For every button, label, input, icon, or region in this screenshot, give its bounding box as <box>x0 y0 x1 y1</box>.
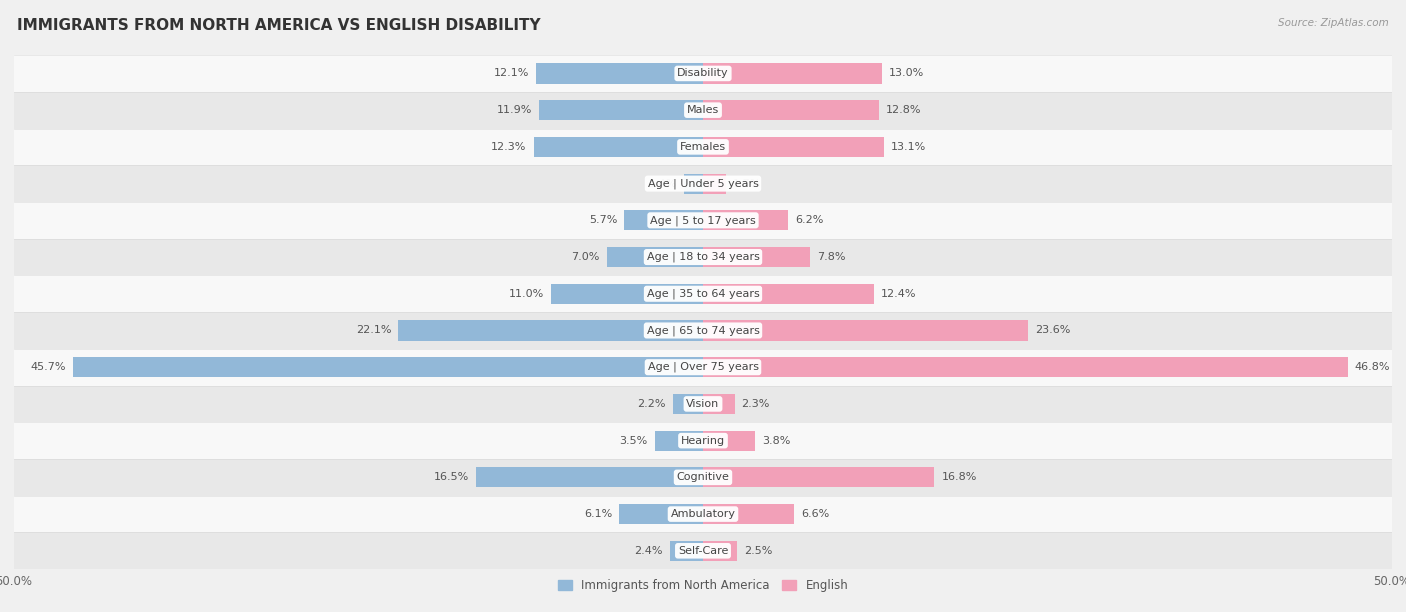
Bar <box>703 100 879 120</box>
Bar <box>475 468 703 487</box>
Text: 46.8%: 46.8% <box>1355 362 1391 372</box>
Bar <box>14 312 1392 349</box>
Text: 2.5%: 2.5% <box>744 546 773 556</box>
Text: Self-Care: Self-Care <box>678 546 728 556</box>
Text: 2.2%: 2.2% <box>637 399 666 409</box>
Text: Ambulatory: Ambulatory <box>671 509 735 519</box>
Text: 23.6%: 23.6% <box>1035 326 1070 335</box>
Text: Hearing: Hearing <box>681 436 725 446</box>
Bar <box>703 63 882 83</box>
Bar <box>703 468 935 487</box>
Bar <box>73 357 703 377</box>
Bar <box>669 541 703 561</box>
Bar <box>14 165 1392 202</box>
Bar <box>624 210 703 230</box>
Bar <box>619 504 703 524</box>
Text: 2.4%: 2.4% <box>634 546 664 556</box>
Bar <box>14 459 1392 496</box>
Text: 7.8%: 7.8% <box>817 252 846 262</box>
Bar <box>551 284 703 304</box>
Bar <box>703 541 738 561</box>
Text: Age | Under 5 years: Age | Under 5 years <box>648 178 758 189</box>
Text: 1.7%: 1.7% <box>734 179 762 188</box>
Text: 16.8%: 16.8% <box>942 472 977 482</box>
Bar <box>703 394 735 414</box>
Text: 11.0%: 11.0% <box>509 289 544 299</box>
Bar <box>14 202 1392 239</box>
Text: Age | 35 to 64 years: Age | 35 to 64 years <box>647 288 759 299</box>
Text: Age | 5 to 17 years: Age | 5 to 17 years <box>650 215 756 226</box>
Text: 11.9%: 11.9% <box>496 105 531 115</box>
Text: 16.5%: 16.5% <box>433 472 468 482</box>
Bar <box>14 386 1392 422</box>
Text: 6.2%: 6.2% <box>796 215 824 225</box>
Bar <box>536 63 703 83</box>
Text: 5.7%: 5.7% <box>589 215 617 225</box>
Bar <box>14 496 1392 532</box>
Bar <box>703 284 875 304</box>
Text: 3.5%: 3.5% <box>620 436 648 446</box>
Text: 12.4%: 12.4% <box>880 289 917 299</box>
Text: 13.1%: 13.1% <box>890 142 925 152</box>
Text: 22.1%: 22.1% <box>356 326 392 335</box>
Text: Females: Females <box>681 142 725 152</box>
Text: 6.6%: 6.6% <box>801 509 830 519</box>
Text: 7.0%: 7.0% <box>571 252 599 262</box>
Text: Vision: Vision <box>686 399 720 409</box>
Bar <box>672 394 703 414</box>
Text: Age | 65 to 74 years: Age | 65 to 74 years <box>647 325 759 336</box>
Bar <box>14 239 1392 275</box>
Bar <box>14 92 1392 129</box>
Text: Source: ZipAtlas.com: Source: ZipAtlas.com <box>1278 18 1389 28</box>
Bar <box>655 431 703 450</box>
Text: 45.7%: 45.7% <box>31 362 66 372</box>
Bar <box>533 136 703 157</box>
Bar <box>538 100 703 120</box>
Text: 12.3%: 12.3% <box>491 142 527 152</box>
Bar <box>703 431 755 450</box>
Text: Age | 18 to 34 years: Age | 18 to 34 years <box>647 252 759 263</box>
Text: 12.8%: 12.8% <box>886 105 922 115</box>
Text: 13.0%: 13.0% <box>889 69 924 78</box>
Bar <box>14 532 1392 569</box>
Bar <box>398 321 703 340</box>
Text: Age | Over 75 years: Age | Over 75 years <box>648 362 758 373</box>
Text: 2.3%: 2.3% <box>741 399 770 409</box>
Bar <box>703 504 794 524</box>
Text: Disability: Disability <box>678 69 728 78</box>
Bar <box>683 173 703 193</box>
Text: 12.1%: 12.1% <box>494 69 530 78</box>
Bar <box>703 173 727 193</box>
Bar <box>703 136 883 157</box>
Text: 3.8%: 3.8% <box>762 436 790 446</box>
Bar <box>14 275 1392 312</box>
Bar <box>14 349 1392 386</box>
Bar <box>703 210 789 230</box>
Bar <box>14 129 1392 165</box>
Text: 1.4%: 1.4% <box>648 179 676 188</box>
Text: IMMIGRANTS FROM NORTH AMERICA VS ENGLISH DISABILITY: IMMIGRANTS FROM NORTH AMERICA VS ENGLISH… <box>17 18 540 34</box>
Bar <box>606 247 703 267</box>
Legend: Immigrants from North America, English: Immigrants from North America, English <box>553 574 853 597</box>
Bar <box>703 357 1348 377</box>
Text: 6.1%: 6.1% <box>583 509 612 519</box>
Bar <box>703 247 810 267</box>
Text: Cognitive: Cognitive <box>676 472 730 482</box>
Bar <box>14 55 1392 92</box>
Text: Males: Males <box>688 105 718 115</box>
Bar <box>703 321 1028 340</box>
Bar <box>14 422 1392 459</box>
